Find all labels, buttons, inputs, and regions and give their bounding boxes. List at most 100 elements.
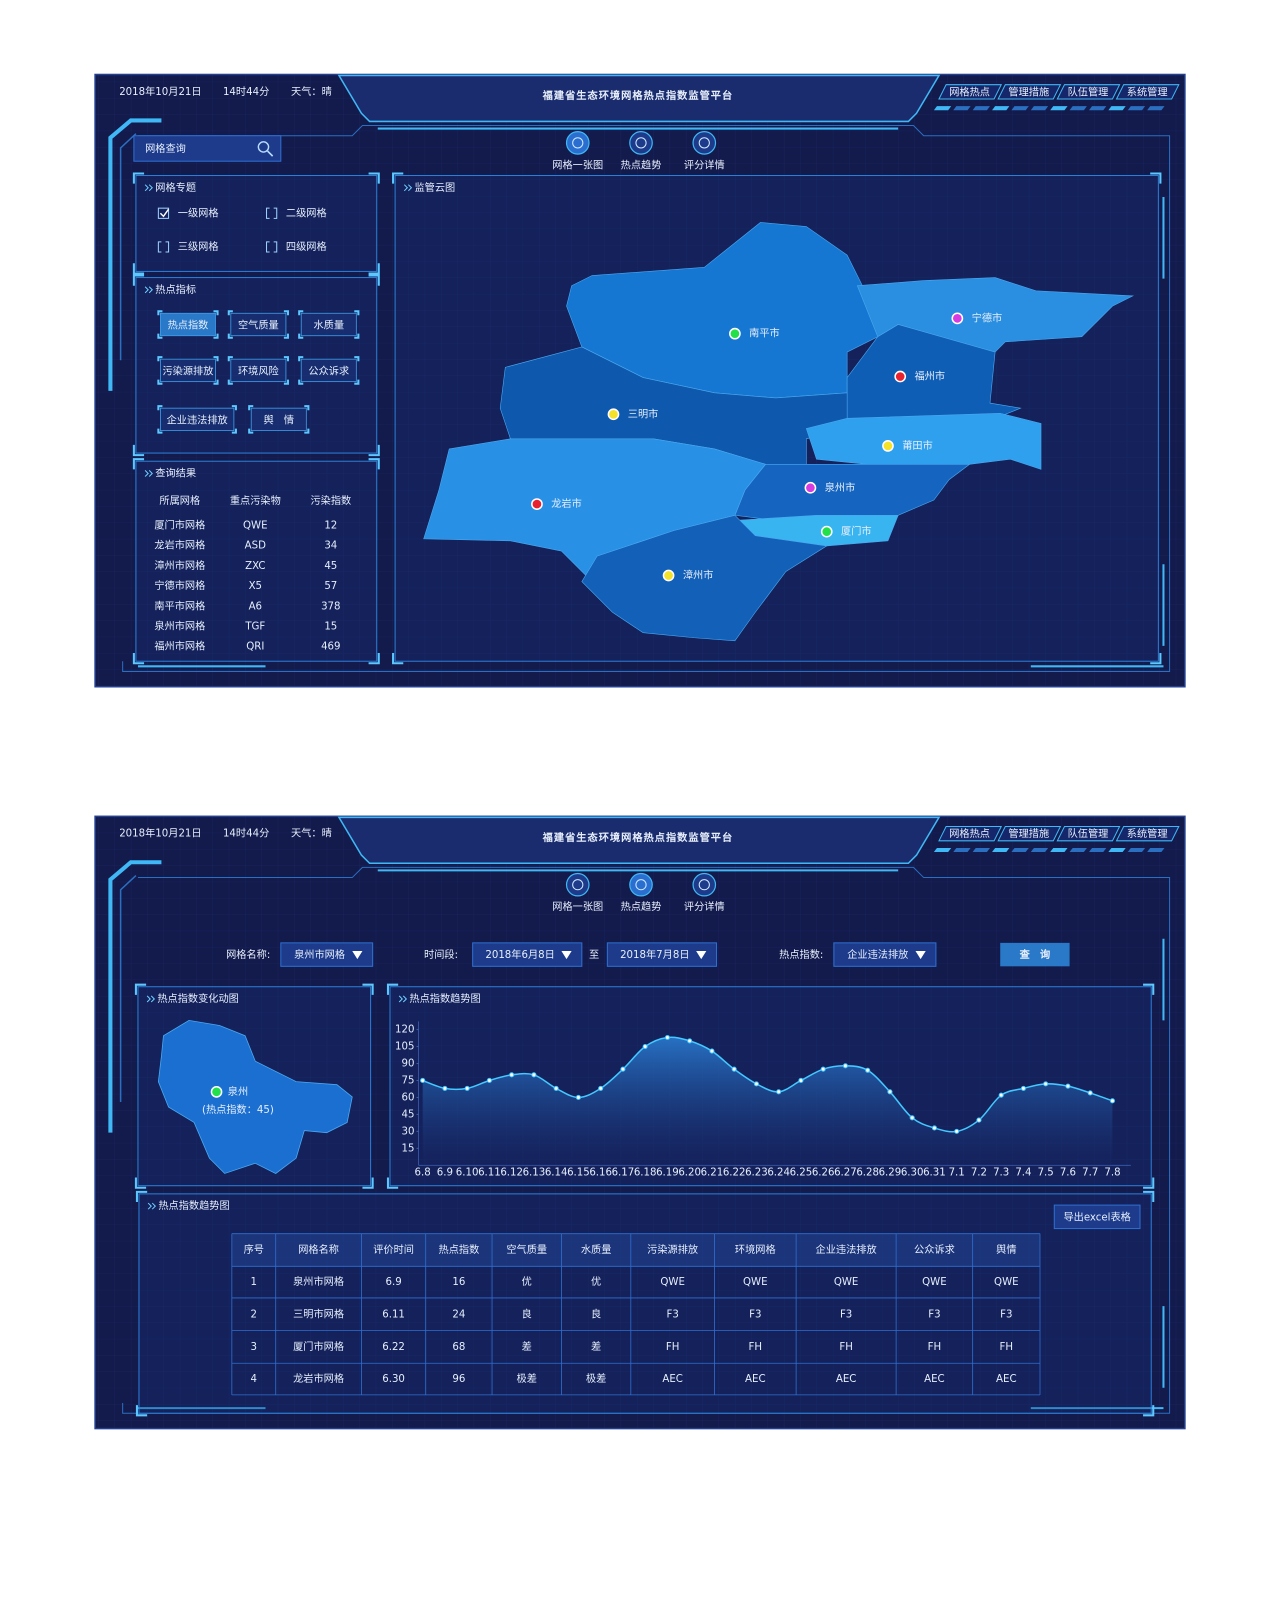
result-cell: 15 bbox=[324, 622, 337, 633]
panel-title: 热点指数变化动图 bbox=[157, 992, 239, 1005]
x-tick-label: 6.27 bbox=[834, 1167, 857, 1178]
indicator-button-label: 水质量 bbox=[313, 320, 344, 332]
nav-label: 队伍管理 bbox=[1068, 827, 1109, 840]
city-marker[interactable] bbox=[729, 327, 741, 340]
title-banner bbox=[337, 74, 941, 123]
checkbox[interactable] bbox=[157, 241, 170, 253]
city-marker[interactable] bbox=[607, 408, 620, 421]
indicator-button[interactable] bbox=[300, 312, 357, 337]
result-cell: 漳州市网格 bbox=[154, 559, 205, 572]
nav-button[interactable] bbox=[938, 826, 1003, 842]
result-cell: 57 bbox=[324, 581, 337, 592]
nav-button[interactable] bbox=[1056, 826, 1121, 842]
column-header: 舆情 bbox=[996, 1243, 1016, 1256]
tab-icon[interactable] bbox=[692, 872, 717, 897]
column-header: 网格名称 bbox=[298, 1243, 339, 1256]
tab-icon[interactable] bbox=[565, 872, 590, 897]
tab-icon[interactable] bbox=[692, 131, 717, 155]
point bbox=[1065, 1083, 1071, 1089]
nav-button[interactable] bbox=[997, 826, 1062, 842]
y-tick-label: 45 bbox=[402, 1109, 415, 1120]
export-button[interactable] bbox=[1053, 1204, 1141, 1230]
stripe bbox=[953, 106, 971, 111]
city-marker bbox=[210, 1085, 223, 1098]
indicator-button[interactable] bbox=[160, 312, 216, 337]
nav-button[interactable] bbox=[997, 84, 1062, 100]
indicator-button[interactable] bbox=[230, 312, 287, 337]
y-tick-label: 75 bbox=[402, 1075, 415, 1086]
checkbox[interactable] bbox=[266, 207, 278, 219]
checkbox[interactable] bbox=[266, 241, 278, 253]
dropdown[interactable] bbox=[280, 942, 374, 967]
export-label: 导出excel表格 bbox=[1063, 1210, 1130, 1223]
point bbox=[998, 1092, 1004, 1098]
indicator-button[interactable] bbox=[160, 358, 216, 383]
dropdown[interactable] bbox=[606, 942, 718, 967]
result-cell: 宁德市网格 bbox=[154, 579, 205, 592]
tab-icon-inner bbox=[698, 137, 710, 149]
tab-icon[interactable] bbox=[565, 131, 590, 155]
column-header: 污染指数 bbox=[310, 494, 351, 507]
table-cell: 良 bbox=[591, 1307, 601, 1320]
city-marker[interactable] bbox=[951, 312, 964, 325]
x-tick-label: 6.21 bbox=[701, 1167, 724, 1178]
corner-accent bbox=[134, 983, 374, 1189]
city-marker[interactable] bbox=[894, 370, 907, 383]
option-label: 二级网格 bbox=[286, 206, 327, 219]
dropdown-arrow bbox=[561, 951, 572, 960]
tab-icon[interactable] bbox=[629, 872, 653, 897]
bottom-accents bbox=[137, 938, 1165, 1410]
corner-accent bbox=[227, 356, 289, 385]
y-tick-label: 105 bbox=[395, 1042, 414, 1053]
city-label: 漳州市 bbox=[683, 569, 714, 582]
indicator-button[interactable] bbox=[230, 358, 287, 383]
stripe bbox=[992, 106, 1010, 111]
result-cell: 厦门市网格 bbox=[154, 519, 205, 532]
corner-accent bbox=[157, 356, 219, 385]
dropdown[interactable] bbox=[833, 942, 937, 967]
tab-icon[interactable] bbox=[629, 131, 653, 155]
x-tick-label: 6.11 bbox=[478, 1167, 501, 1178]
city-marker[interactable] bbox=[662, 569, 675, 582]
result-cell: 福州市网格 bbox=[154, 640, 205, 653]
result-cell: 45 bbox=[324, 561, 337, 572]
map-region bbox=[581, 514, 828, 642]
point bbox=[731, 1066, 737, 1072]
city-marker[interactable] bbox=[882, 440, 894, 452]
point bbox=[1043, 1081, 1049, 1087]
table-cell: 优 bbox=[591, 1275, 601, 1288]
city-label: 南平市 bbox=[749, 327, 780, 340]
x-tick-label: 6.28 bbox=[856, 1167, 879, 1178]
nav-button[interactable] bbox=[1056, 84, 1121, 100]
point bbox=[887, 1089, 893, 1095]
search-box[interactable] bbox=[133, 135, 282, 162]
panel-title: 热点指数趋势图 bbox=[158, 1199, 229, 1212]
nav-button[interactable] bbox=[1115, 84, 1180, 100]
stripe bbox=[972, 847, 990, 853]
filter-label: 网格名称: bbox=[226, 948, 270, 961]
dropdown[interactable] bbox=[472, 942, 583, 967]
indicator-button[interactable] bbox=[300, 358, 357, 383]
table-cell: 6.22 bbox=[382, 1342, 405, 1353]
city-label: 泉州 bbox=[228, 1085, 248, 1098]
indicator-button-label: 企业违法排放 bbox=[167, 413, 228, 426]
city-marker[interactable] bbox=[804, 481, 817, 494]
table-cell: AEC bbox=[836, 1374, 857, 1385]
corner-accent bbox=[132, 458, 380, 665]
query-button[interactable] bbox=[1000, 942, 1070, 967]
x-tick-label: 6.19 bbox=[656, 1167, 679, 1178]
city-marker[interactable] bbox=[531, 498, 543, 510]
column-header: 公众诉求 bbox=[914, 1243, 955, 1256]
weather: 天气：晴 bbox=[291, 827, 332, 840]
checkbox[interactable] bbox=[157, 207, 170, 219]
nav-label: 管理措施 bbox=[1008, 85, 1049, 98]
point bbox=[865, 1067, 871, 1073]
indicator-button-label: 公众诉求 bbox=[308, 364, 349, 377]
nav-button[interactable] bbox=[938, 84, 1003, 100]
indicator-button[interactable] bbox=[250, 407, 307, 432]
table-cell: 龙岩市网格 bbox=[293, 1372, 344, 1385]
city-marker[interactable] bbox=[820, 525, 833, 538]
nav-button[interactable] bbox=[1115, 826, 1180, 842]
indicator-button[interactable] bbox=[160, 407, 235, 432]
point bbox=[931, 1125, 937, 1131]
